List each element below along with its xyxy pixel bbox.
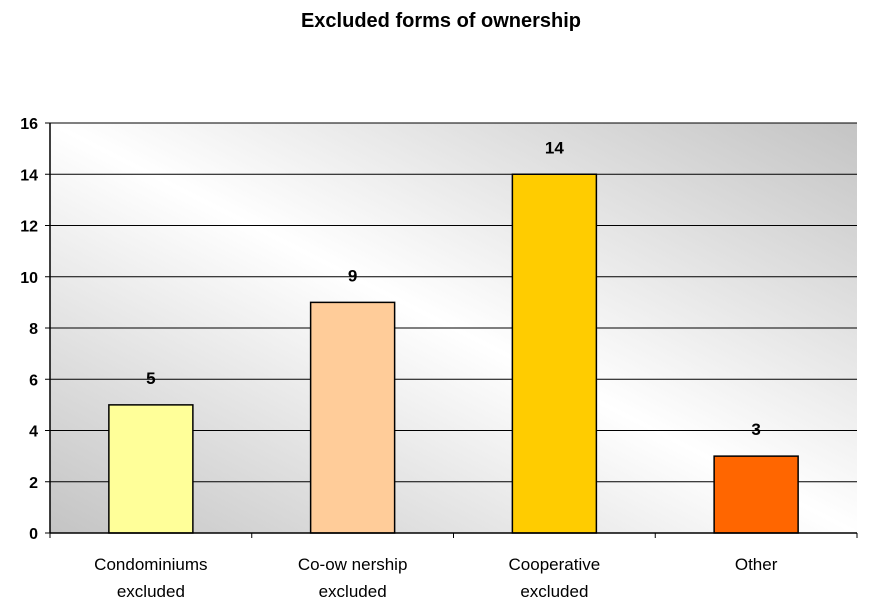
category-labels: Condominiums excluded Co-ow nership exclude… bbox=[94, 555, 778, 601]
data-labels: 5 9 14 3 bbox=[146, 138, 761, 439]
x-category-label: Cooperative bbox=[509, 555, 601, 574]
bars bbox=[108, 173, 799, 534]
y-tick-label: 14 bbox=[20, 167, 38, 184]
data-label: 3 bbox=[751, 420, 760, 439]
y-tick-label: 0 bbox=[29, 526, 38, 543]
x-category-label: Condominiums bbox=[94, 555, 207, 574]
x-category-label: excluded bbox=[520, 582, 588, 601]
bar bbox=[511, 173, 598, 534]
x-category-label: Co-ow nership bbox=[298, 555, 408, 574]
y-tick-labels: 0 2 4 6 8 10 12 14 16 bbox=[20, 116, 38, 543]
bar bbox=[309, 301, 396, 534]
y-tick-label: 2 bbox=[29, 475, 38, 492]
y-tick-label: 10 bbox=[20, 270, 38, 287]
bar bbox=[108, 404, 194, 534]
y-tick-label: 6 bbox=[29, 372, 38, 389]
data-label: 9 bbox=[348, 266, 357, 285]
x-category-label: Other bbox=[735, 555, 778, 574]
chart-title: Excluded forms of ownership bbox=[301, 10, 581, 32]
y-tick-label: 4 bbox=[29, 424, 38, 441]
y-tick-label: 8 bbox=[29, 321, 38, 338]
x-category-label: excluded bbox=[319, 582, 387, 601]
data-label: 14 bbox=[545, 138, 564, 157]
bar bbox=[713, 455, 799, 534]
axes bbox=[49, 123, 858, 538]
y-tick-label: 16 bbox=[20, 116, 38, 133]
x-category-label: excluded bbox=[117, 582, 185, 601]
data-label: 5 bbox=[146, 369, 155, 388]
y-tick-label: 12 bbox=[20, 219, 38, 236]
